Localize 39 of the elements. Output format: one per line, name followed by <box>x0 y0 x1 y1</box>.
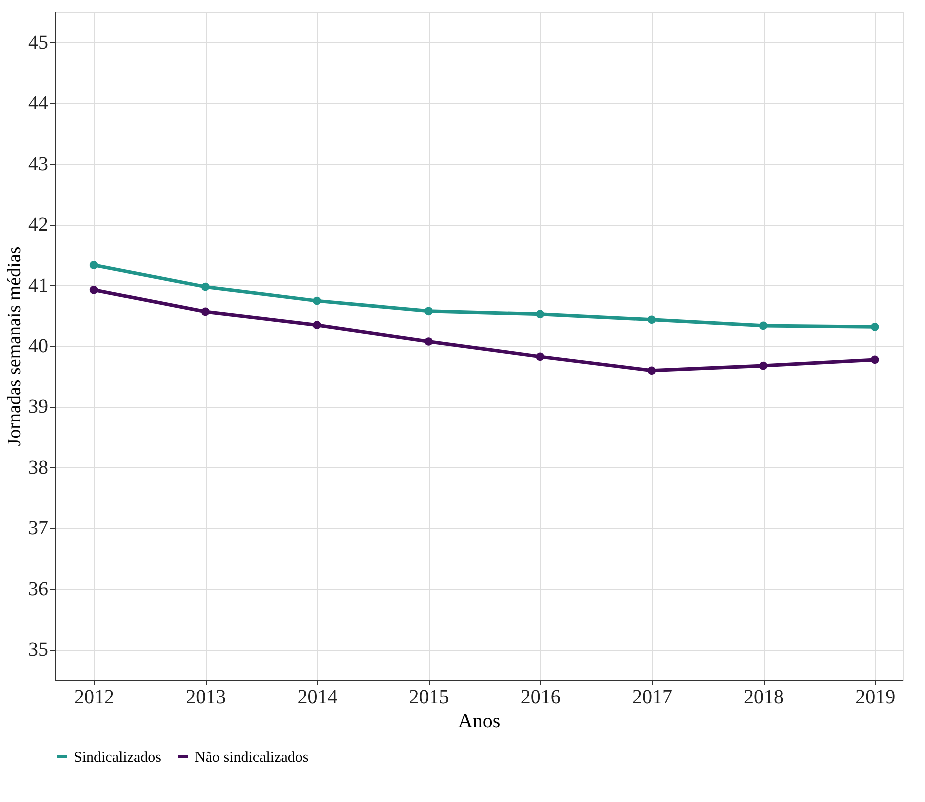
point <box>536 352 545 362</box>
x-tick-label: 2013 <box>186 686 226 708</box>
x-tick-label: 2016 <box>520 686 561 708</box>
x-tick-label: 2017 <box>632 686 672 708</box>
point <box>759 322 768 330</box>
point <box>648 316 656 324</box>
x-tick-label: 2018 <box>744 686 784 708</box>
point <box>424 338 433 346</box>
y-tick-label: 43 <box>28 153 48 176</box>
point <box>90 261 98 270</box>
point <box>759 362 768 370</box>
y-tick-label: 41 <box>28 274 48 297</box>
x-tick-label: 2012 <box>74 686 115 708</box>
legend-label: Sindicalizados <box>74 750 162 766</box>
y-tick-label: 35 <box>28 639 48 662</box>
x-tick-label: 2014 <box>298 686 338 708</box>
y-tick-label: 37 <box>28 518 48 540</box>
point <box>870 356 880 364</box>
y-tick-label: 42 <box>28 214 48 236</box>
legend-label: Não sindicalizados <box>195 750 309 766</box>
y-tick-label: 45 <box>28 32 48 54</box>
point <box>648 366 656 376</box>
x-tick-label: 2019 <box>856 686 896 708</box>
y-tick-label: 39 <box>28 396 48 418</box>
y-tick-label: 38 <box>28 456 48 479</box>
point <box>201 308 210 316</box>
y-tick-label: 36 <box>28 578 48 600</box>
point <box>313 296 322 306</box>
point <box>90 286 98 294</box>
point <box>536 310 545 319</box>
y-tick-label: 44 <box>28 92 48 115</box>
y-axis-title: Jornadas semanais médias <box>4 246 26 446</box>
x-axis-title: Anos <box>458 710 501 732</box>
point <box>870 323 880 332</box>
point <box>313 321 322 330</box>
point <box>201 282 210 292</box>
x-tick-label: 2015 <box>409 686 450 708</box>
point <box>424 307 433 316</box>
y-tick-label: 40 <box>28 336 48 358</box>
